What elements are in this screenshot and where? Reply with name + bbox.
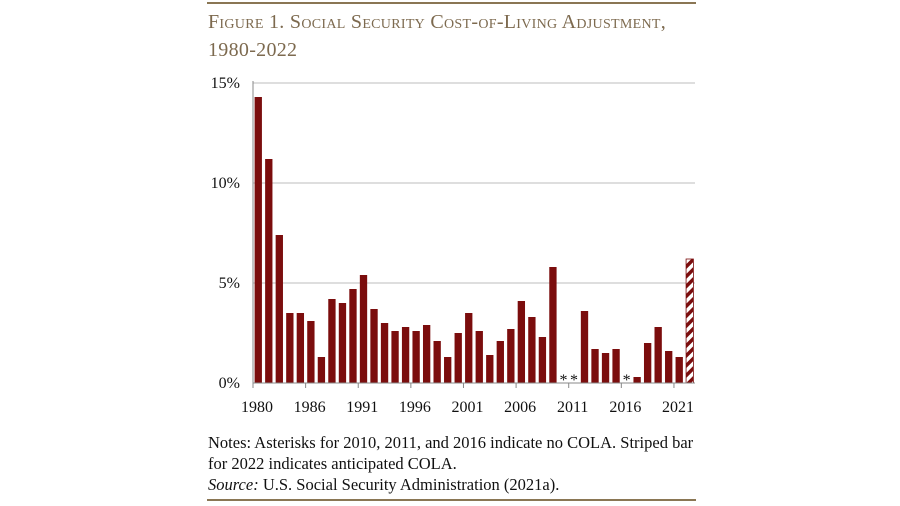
cola-bar <box>454 333 462 383</box>
cola-bar <box>359 275 368 383</box>
cola-bar <box>328 299 336 383</box>
y-tick-label: 10% <box>211 175 240 192</box>
cola-bar <box>422 325 431 383</box>
cola-bar <box>401 327 410 383</box>
cola-bar <box>444 357 452 383</box>
cola-bar <box>317 357 326 383</box>
cola-bar <box>601 353 610 383</box>
cola-bar <box>643 343 652 383</box>
bottom-rule <box>207 499 696 501</box>
y-tick-label: 15% <box>211 75 240 92</box>
x-tick-label: 1986 <box>294 399 326 416</box>
cola-bar <box>307 321 315 383</box>
source-line: Source: U.S. Social Security Administrat… <box>208 474 698 495</box>
x-tick-label: 2006 <box>504 399 536 416</box>
cola-bar <box>486 355 494 383</box>
x-tick-label: 2011 <box>557 399 588 416</box>
y-tick-label: 5% <box>219 275 240 292</box>
no-cola-asterisk: * <box>570 372 578 389</box>
cola-bar <box>538 337 547 383</box>
anticipated-cola-bar <box>685 258 694 384</box>
x-tick-label: 1996 <box>399 399 431 416</box>
cola-bar <box>370 309 378 383</box>
source-label: Source: <box>208 475 259 494</box>
cola-bar <box>265 159 273 383</box>
notes-text: Notes: Asterisks for 2010, 2011, and 201… <box>208 433 694 473</box>
x-tick-label: 2016 <box>609 399 641 416</box>
cola-bar <box>517 301 526 383</box>
cola-bar <box>507 329 515 383</box>
cola-bar <box>612 349 620 383</box>
x-tick-label: 1991 <box>346 399 378 416</box>
y-tick-label: 0% <box>219 375 240 392</box>
cola-bar <box>665 351 673 383</box>
cola-bar <box>433 341 441 383</box>
x-tick-label: 2001 <box>451 399 483 416</box>
cola-bar <box>349 289 357 383</box>
cola-bar <box>675 357 683 383</box>
cola-bar <box>338 303 347 383</box>
cola-bar <box>391 331 399 383</box>
cola-bar <box>591 349 599 383</box>
cola-bar <box>528 317 536 383</box>
cola-bar <box>580 311 589 383</box>
bar-chart: * * * 0%5%10%15%1980 1986 1991 1996 2001 2006 20… <box>211 75 695 416</box>
chart-title: Figure 1. Social Security Cost-of-Living… <box>208 11 667 61</box>
cola-bar <box>275 235 283 383</box>
cola-bar <box>286 313 294 383</box>
no-cola-asterisk: * <box>623 372 631 389</box>
cola-bar <box>254 97 262 383</box>
x-tick-label: 1980 <box>241 399 273 416</box>
cola-bar <box>465 313 473 383</box>
source-text: U.S. Social Security Administration (202… <box>258 475 560 494</box>
x-tick-label: 2021 <box>662 399 694 416</box>
top-rule <box>207 2 696 4</box>
cola-bar <box>496 341 504 383</box>
cola-bar <box>549 267 557 383</box>
chart-notes: Notes: Asterisks for 2010, 2011, and 201… <box>208 432 698 495</box>
cola-bar <box>380 323 389 383</box>
cola-bar <box>475 331 483 383</box>
cola-bar <box>296 313 305 383</box>
cola-bar <box>654 327 662 383</box>
cola-bar <box>412 331 420 383</box>
cola-bar <box>633 377 641 383</box>
no-cola-asterisk: * <box>559 372 567 389</box>
